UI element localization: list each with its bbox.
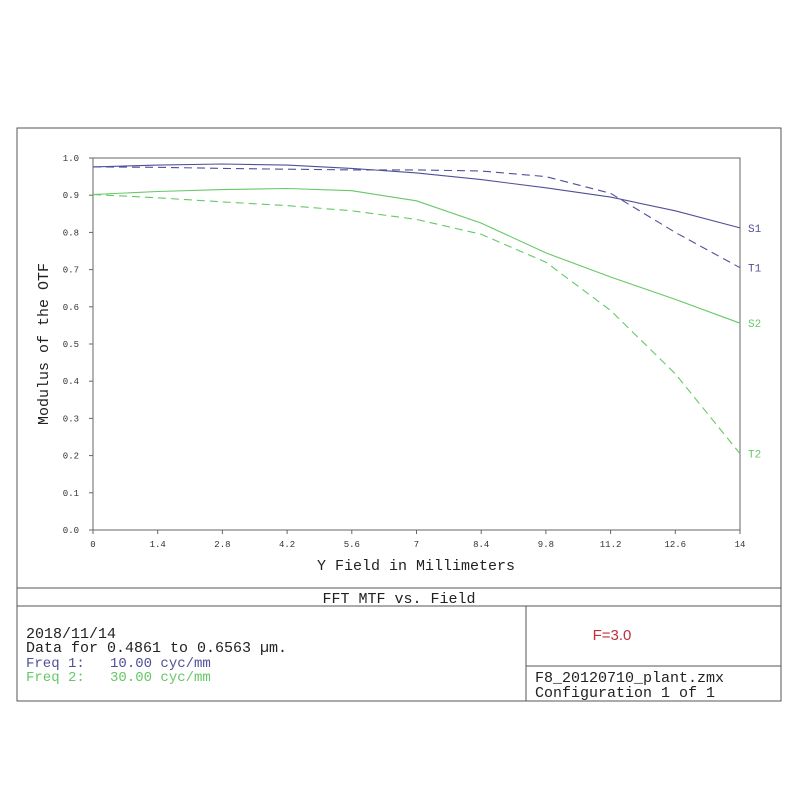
x-axis-label: Y Field in Millimeters <box>317 558 515 575</box>
series-label: T2 <box>748 450 761 462</box>
x-tick-label: 12.6 <box>664 540 686 550</box>
series-line <box>92 163 741 229</box>
x-tick-label: 9.8 <box>538 540 554 550</box>
series-label: T1 <box>748 264 762 276</box>
series-line <box>92 193 741 455</box>
x-tick-label: 1.4 <box>150 540 166 550</box>
x-tick-label: 7 <box>414 540 419 550</box>
info-freq2: Freq 2: 30.00 cyc/mm <box>26 670 211 686</box>
x-tick-label: 5.6 <box>344 540 360 550</box>
info-fnumber: F=3.0 <box>593 627 632 644</box>
series-label: S2 <box>748 319 761 331</box>
y-tick-label: 0.0 <box>63 526 79 536</box>
y-tick-label: 0.2 <box>63 452 79 462</box>
y-tick-label: 0.8 <box>63 228 79 238</box>
series-label: S1 <box>748 224 762 236</box>
info-freq1: Freq 1: 10.00 cyc/mm <box>26 656 211 672</box>
x-tick-label: 14 <box>735 540 746 550</box>
y-tick-label: 0.4 <box>63 377 79 387</box>
y-tick-label: 0.5 <box>63 340 79 350</box>
info-data-range: Data for 0.4861 to 0.6563 µm. <box>26 640 287 657</box>
plot-frame <box>92 157 741 531</box>
x-tick-label: 8.4 <box>473 540 489 550</box>
chart-title: FFT MTF vs. Field <box>322 591 475 608</box>
y-axis-label: Modulus of the OTF <box>36 263 53 425</box>
info-date: 2018/11/14 <box>26 626 116 643</box>
outer-frame <box>16 127 782 702</box>
y-tick-label: 0.1 <box>63 489 79 499</box>
series-line <box>92 187 741 324</box>
x-tick-label: 11.2 <box>600 540 622 550</box>
y-tick-label: 0.9 <box>63 191 79 201</box>
info-file: F8_20120710_plant.zmx <box>535 670 724 687</box>
x-tick-label: 2.8 <box>214 540 230 550</box>
info-config: Configuration 1 of 1 <box>535 685 715 702</box>
y-tick-label: 1.0 <box>63 154 79 164</box>
x-tick-label: 4.2 <box>279 540 295 550</box>
y-tick-label: 0.6 <box>63 303 79 313</box>
series-line <box>92 166 741 269</box>
y-tick-label: 0.7 <box>63 266 79 276</box>
y-tick-label: 0.3 <box>63 414 79 424</box>
x-tick-label: 0 <box>90 540 95 550</box>
